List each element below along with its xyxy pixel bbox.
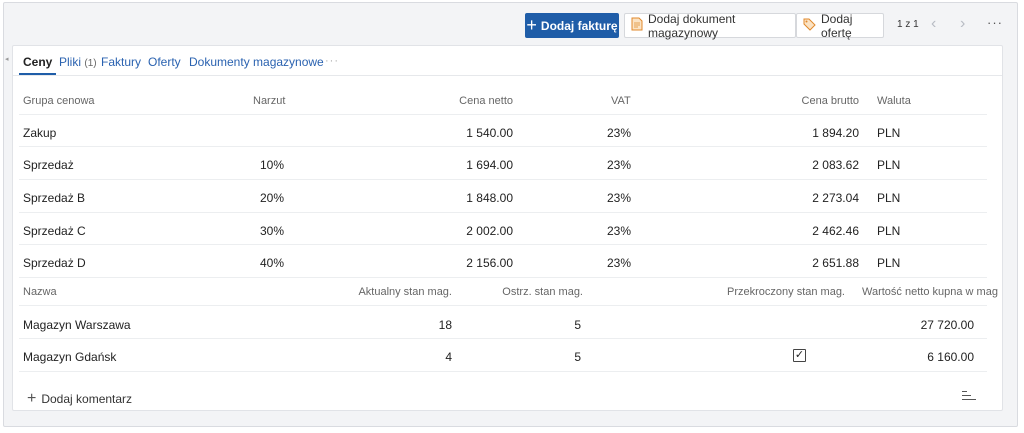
divider	[19, 114, 987, 115]
chevron-left-icon[interactable]: ‹	[931, 15, 937, 32]
divider	[19, 305, 987, 306]
cell-gross: 2 651.88	[812, 256, 859, 270]
cell-markup: 10%	[260, 158, 285, 172]
cell-warehouse: Magazyn Gdańsk	[23, 350, 117, 364]
tab-faktury[interactable]: Faktury	[101, 55, 142, 69]
plus-icon: +	[27, 390, 37, 407]
cell-gross: 2 273.04	[812, 191, 859, 205]
tab-pliki-count: (1)	[84, 58, 97, 69]
cell-group: Sprzedaż	[23, 158, 74, 172]
pager-text: 1 z 1	[897, 19, 919, 30]
exceeded-checkbox[interactable]: ✓	[793, 349, 806, 362]
cell-group: Sprzedaż D	[23, 256, 86, 270]
cell-vat: 23%	[607, 126, 632, 140]
col-header: Cena netto	[459, 95, 513, 107]
cell-currency: PLN	[877, 191, 901, 205]
add-comment-button[interactable]: + Dodaj komentarz	[27, 391, 132, 407]
collapse-handle-icon[interactable]: ◂	[5, 56, 9, 63]
cell-currency: PLN	[877, 126, 901, 140]
cell-net: 1 694.00	[466, 158, 513, 172]
add-offer-button[interactable]: Dodaj ofertę	[796, 11, 884, 40]
cell-vat: 23%	[607, 224, 632, 238]
divider	[19, 277, 987, 278]
cell-gross: 2 083.62	[812, 158, 859, 172]
cell-vat: 23%	[607, 158, 632, 172]
top-toolbar: + Dodaj fakturę Dodaj dokument magazynow…	[4, 3, 1017, 43]
col-header: VAT	[611, 95, 631, 107]
add-invoice-button[interactable]: + Dodaj fakturę	[525, 13, 619, 38]
add-offer-label: Dodaj ofertę	[821, 11, 853, 40]
divider	[19, 146, 987, 147]
cell-vat: 23%	[607, 256, 632, 270]
tab-dokumenty-magazynowe[interactable]: Dokumenty magazynowe	[189, 55, 324, 69]
cell-vat: 23%	[607, 191, 632, 205]
col-header: Waluta	[877, 95, 911, 107]
cell-net: 1 540.00	[466, 126, 513, 140]
cell-warning-stock: 5	[574, 318, 581, 332]
window-frame: + Dodaj fakturę Dodaj dokument magazynow…	[3, 2, 1018, 427]
cell-net-value: 6 160.00	[927, 350, 974, 364]
document-icon	[631, 17, 643, 34]
col-header: Aktualny stan mag.	[358, 286, 452, 298]
cell-currency: PLN	[877, 224, 901, 238]
col-header: Cena brutto	[801, 95, 859, 107]
cell-net: 2 156.00	[466, 256, 513, 270]
cell-net: 1 848.00	[466, 191, 513, 205]
divider	[19, 338, 987, 339]
tab-ceny[interactable]: Ceny	[23, 55, 53, 69]
plus-icon: +	[526, 14, 537, 35]
more-options-icon[interactable]: ···	[987, 15, 1003, 30]
col-header: Ostrz. stan mag.	[502, 286, 583, 298]
col-header: Narzut	[253, 95, 286, 107]
cell-group: Sprzedaż B	[23, 191, 86, 205]
chevron-right-icon[interactable]: ›	[960, 15, 966, 32]
cell-gross: 2 462.46	[812, 224, 859, 238]
tabs-more-icon[interactable]: ···	[325, 55, 339, 67]
tab-pliki[interactable]: Pliki (1)	[59, 55, 97, 69]
cell-currency: PLN	[877, 158, 901, 172]
col-header: Wartość netto kupna w mag	[862, 286, 998, 298]
cell-net-value: 27 720.00	[920, 318, 974, 332]
tab-bar: Ceny Pliki (1) Faktury Oferty Dokumenty …	[13, 46, 1002, 76]
add-comment-label: Dodaj komentarz	[41, 392, 133, 406]
add-document-button[interactable]: Dodaj dokument magazynowy	[624, 11, 796, 40]
add-document-label: Dodaj dokument magazynowy	[648, 11, 736, 40]
divider	[19, 244, 987, 245]
divider	[19, 212, 987, 213]
details-panel: Ceny Pliki (1) Faktury Oferty Dokumenty …	[12, 45, 1003, 411]
sort-icon[interactable]	[962, 391, 976, 403]
divider	[19, 179, 987, 180]
cell-markup: 40%	[260, 256, 285, 270]
cell-group: Zakup	[23, 126, 57, 140]
divider	[19, 371, 987, 372]
active-tab-indicator	[19, 73, 56, 75]
cell-current-stock: 4	[445, 350, 452, 364]
col-header: Nazwa	[23, 286, 57, 298]
cell-group: Sprzedaż C	[23, 224, 86, 238]
col-header: Grupa cenowa	[23, 95, 95, 107]
cell-markup: 20%	[260, 191, 285, 205]
cell-markup: 30%	[260, 224, 285, 238]
cell-gross: 1 894.20	[812, 126, 859, 140]
cell-current-stock: 18	[438, 318, 452, 332]
tag-icon	[803, 18, 816, 34]
cell-net: 2 002.00	[466, 224, 513, 238]
tab-oferty[interactable]: Oferty	[148, 55, 181, 69]
cell-currency: PLN	[877, 256, 901, 270]
col-header: Przekroczony stan mag.	[727, 286, 845, 298]
cell-warning-stock: 5	[574, 350, 581, 364]
add-invoice-label: Dodaj fakturę	[540, 18, 618, 33]
cell-warehouse: Magazyn Warszawa	[23, 318, 131, 332]
checkmark-icon: ✓	[794, 349, 805, 361]
